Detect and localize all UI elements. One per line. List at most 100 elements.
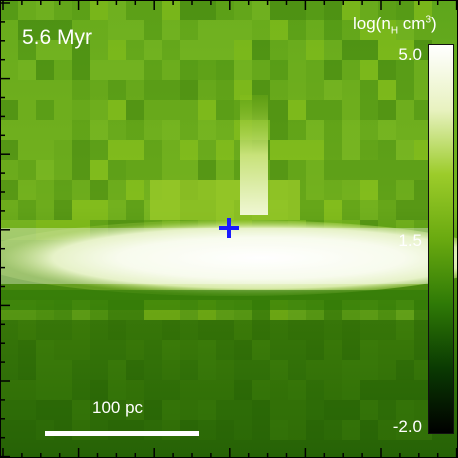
- density-pixel: [252, 320, 270, 340]
- density-pixel: [162, 40, 180, 60]
- density-pixel: [90, 160, 108, 180]
- density-pixel: [234, 60, 252, 80]
- density-pixel: [306, 420, 324, 440]
- density-pixel: [360, 140, 378, 160]
- density-pixel: [216, 20, 234, 40]
- density-pixel: [54, 400, 72, 420]
- density-pixel: [90, 140, 108, 160]
- density-pixel: [396, 20, 414, 40]
- density-pixel: [144, 80, 162, 100]
- density-pixel: [414, 360, 432, 380]
- density-pixel: [162, 160, 180, 180]
- density-pixel: [72, 60, 90, 80]
- density-pixel: [72, 20, 90, 40]
- density-pixel: [378, 340, 396, 360]
- density-pixel: [324, 160, 342, 180]
- density-pixel: [54, 420, 72, 440]
- density-pixel: [0, 60, 18, 80]
- density-pixel: [396, 160, 414, 180]
- density-pixel: [180, 360, 198, 380]
- density-pixel: [342, 360, 360, 380]
- density-pixel: [342, 40, 360, 60]
- density-pixel: [180, 400, 198, 420]
- density-pixel: [126, 140, 144, 160]
- density-pixel: [216, 160, 234, 180]
- density-pixel: [270, 20, 288, 40]
- density-pixel: [126, 40, 144, 60]
- density-pixel: [90, 100, 108, 120]
- density-pixel: [234, 420, 252, 440]
- density-pixel: [360, 380, 378, 400]
- density-pixel: [198, 120, 216, 140]
- density-pixel: [0, 80, 18, 100]
- density-pixel: [234, 40, 252, 60]
- density-pixel: [306, 200, 324, 220]
- density-pixel: [324, 40, 342, 60]
- density-pixel: [360, 360, 378, 380]
- density-pixel: [144, 0, 162, 20]
- density-pixel: [36, 80, 54, 100]
- density-pixel: [54, 160, 72, 180]
- density-pixel: [72, 100, 90, 120]
- density-pixel: [396, 400, 414, 420]
- density-pixel: [36, 360, 54, 380]
- density-pixel: [90, 60, 108, 80]
- density-pixel: [306, 0, 324, 20]
- density-pixel: [396, 380, 414, 400]
- density-pixel: [270, 80, 288, 100]
- density-pixel: [18, 40, 36, 60]
- density-pixel: [234, 400, 252, 420]
- colorbar: [428, 44, 454, 434]
- density-pixel: [288, 380, 306, 400]
- density-pixel: [162, 120, 180, 140]
- density-pixel: [342, 0, 360, 20]
- density-pixel: [270, 360, 288, 380]
- density-pixel: [90, 180, 108, 200]
- density-pixel: [0, 340, 18, 360]
- density-pixel: [144, 20, 162, 40]
- density-pixel: [342, 80, 360, 100]
- density-pixel: [360, 200, 378, 220]
- density-pixel: [18, 340, 36, 360]
- density-pixel: [414, 20, 432, 40]
- density-pixel: [162, 400, 180, 420]
- density-pixel: [414, 340, 432, 360]
- density-pixel: [126, 100, 144, 120]
- density-pixel: [252, 400, 270, 420]
- density-pixel: [108, 400, 126, 420]
- density-pixel: [36, 200, 54, 220]
- density-pixel: [72, 140, 90, 160]
- density-pixel: [198, 340, 216, 360]
- density-pixel: [414, 420, 432, 440]
- density-pixel: [288, 80, 306, 100]
- density-pixel: [378, 60, 396, 80]
- lower-shadow: [0, 290, 430, 310]
- density-pixel: [72, 360, 90, 380]
- density-pixel: [126, 400, 144, 420]
- density-pixel: [126, 80, 144, 100]
- density-pixel: [36, 100, 54, 120]
- density-pixel: [36, 20, 54, 40]
- density-pixel: [252, 40, 270, 60]
- density-pixel: [396, 40, 414, 60]
- density-pixel: [162, 100, 180, 120]
- dense-disk: [0, 220, 458, 296]
- density-pixel: [216, 80, 234, 100]
- density-pixel: [216, 380, 234, 400]
- density-pixel: [72, 120, 90, 140]
- density-pixel: [198, 320, 216, 340]
- disk-midplane: [0, 228, 430, 284]
- density-pixel: [342, 320, 360, 340]
- density-pixel: [0, 0, 18, 20]
- density-pixel: [342, 400, 360, 420]
- density-pixel: [288, 340, 306, 360]
- density-pixel: [234, 380, 252, 400]
- density-pixel: [252, 0, 270, 20]
- density-pixel: [342, 200, 360, 220]
- density-pixel: [126, 420, 144, 440]
- density-pixel: [18, 0, 36, 20]
- density-pixel: [396, 60, 414, 80]
- density-pixel: [108, 420, 126, 440]
- density-pixel: [270, 380, 288, 400]
- density-pixel: [0, 380, 18, 400]
